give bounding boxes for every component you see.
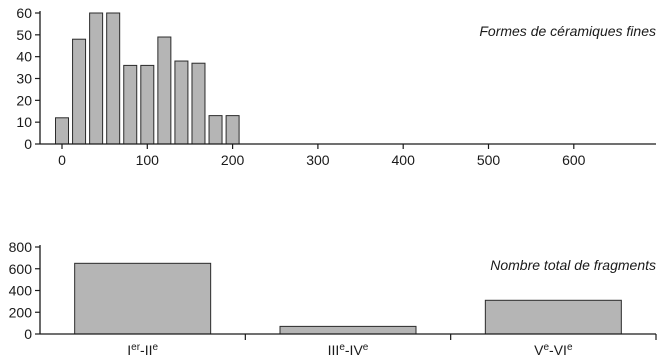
x-tick-label-formes: 200 — [221, 152, 245, 168]
x-tick-label-formes: 300 — [306, 152, 330, 168]
y-tick-label-fragments: 200 — [9, 304, 33, 320]
bar-formes — [191, 62, 206, 145]
bar-fragments — [484, 299, 622, 335]
x-tick-label-formes: 600 — [562, 152, 586, 168]
y-axis-formes: 0 10 20 30 40 50 60 — [16, 5, 40, 152]
category-text: III — [328, 342, 340, 358]
category-text: V — [534, 342, 544, 358]
bar-formes — [140, 64, 155, 145]
bar-formes — [225, 115, 240, 145]
bar-formes — [174, 60, 189, 145]
bars-formes — [55, 12, 240, 145]
bar-formes — [123, 64, 138, 145]
y-tick-label-formes: 40 — [16, 49, 32, 65]
bar-formes — [106, 12, 121, 145]
x-tick-label-formes: 400 — [392, 152, 416, 168]
y-tick-label-fragments: 400 — [9, 283, 33, 299]
category-text: I — [127, 342, 131, 358]
chart-title-fragments: Nombre total de fragments — [490, 257, 656, 273]
bar-formes — [55, 117, 69, 145]
x-tick-label-formes: 100 — [136, 152, 160, 168]
x-tick-label-fragments: IIIe-IVe — [328, 342, 369, 358]
y-tick-label-formes: 50 — [16, 27, 32, 43]
x-tick-label-fragments: Ve-VIe — [534, 342, 573, 358]
category-superscript: e — [363, 342, 369, 353]
x-axis-fragments: Ier-IIe IIIe-IVe Ve-VIe — [127, 334, 657, 358]
x-tick-label-formes: 500 — [477, 152, 501, 168]
bar-formes — [157, 36, 172, 145]
category-text: -VI — [549, 342, 567, 358]
bar-formes — [89, 12, 104, 145]
bar-fragments — [74, 262, 212, 335]
y-tick-label-formes: 10 — [16, 114, 32, 130]
y-tick-label-formes: 20 — [16, 92, 32, 108]
y-axis-fragments: 0 200 400 600 800 — [9, 239, 40, 342]
x-tick-label-fragments: Ier-IIe — [127, 342, 158, 358]
y-tick-label-formes: 60 — [16, 5, 32, 21]
bar-fragments — [279, 325, 417, 335]
x-axis-formes: 0 100 200 300 400 500 600 — [58, 144, 586, 168]
y-tick-label-formes: 30 — [16, 71, 32, 87]
category-superscript: er — [131, 342, 141, 353]
chart-title-formes: Formes de céramiques fines — [479, 23, 656, 39]
category-superscript: e — [567, 342, 573, 353]
chart-formes: Formes de céramiques fines 0 10 20 30 40 50 60… — [16, 5, 656, 168]
bars-fragments — [74, 262, 622, 335]
bar-formes — [208, 115, 223, 145]
category-text: -IV — [345, 342, 364, 358]
y-tick-label-fragments: 800 — [9, 239, 33, 255]
category-text: -II — [140, 342, 152, 358]
y-tick-label-fragments: 600 — [9, 261, 33, 277]
bar-formes — [72, 38, 87, 145]
y-tick-label-fragments: 0 — [24, 326, 32, 342]
chart-fragments: Nombre total de fragments 0200400600800 … — [9, 239, 657, 358]
category-superscript: e — [153, 342, 159, 353]
category-superscript: e — [543, 342, 549, 353]
x-tick-label-formes: 0 — [58, 152, 66, 168]
category-superscript: e — [339, 342, 345, 353]
y-tick-label-formes: 0 — [24, 136, 32, 152]
